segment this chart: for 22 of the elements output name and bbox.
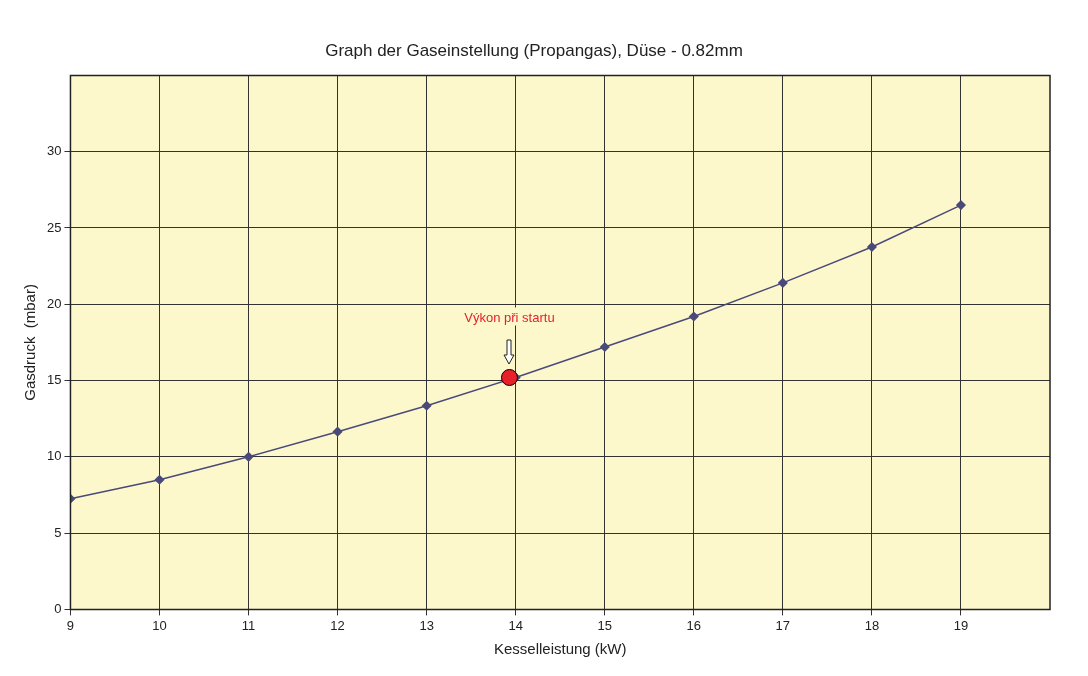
x-tick-label: 17 — [775, 617, 791, 633]
x-tick-label: 14 — [508, 617, 523, 633]
y-tick-label: 5 — [54, 524, 62, 540]
y-tick-label: 20 — [46, 295, 62, 311]
chart-title: Graph der Gaseinstellung (Propangas), Düse - 0.82mm — [325, 40, 743, 60]
x-tick-label: 18 — [864, 617, 880, 633]
annotation: Výkon při startu — [464, 309, 555, 325]
y-tick-label: 25 — [46, 219, 62, 235]
y-tick-label: 15 — [46, 372, 62, 388]
x-tick-label: 10 — [152, 617, 167, 633]
x-tick-label: 11 — [241, 617, 256, 633]
x-tick-label: 19 — [953, 617, 969, 633]
x-tick-label: 15 — [597, 617, 612, 633]
x-tick-label: 9 — [66, 617, 75, 633]
y-tick-label: 0 — [54, 600, 62, 616]
y-tick-label: 10 — [46, 448, 62, 464]
x-axis-title: Kesselleistung (kW) — [493, 640, 627, 658]
x-tick-label: 16 — [686, 617, 702, 633]
x-tick-label: 12 — [330, 617, 345, 633]
y-tick-label: 30 — [46, 143, 62, 159]
x-tick-label: 13 — [419, 617, 434, 633]
y-axis-title: Gasdruck (mbar) — [21, 284, 39, 401]
